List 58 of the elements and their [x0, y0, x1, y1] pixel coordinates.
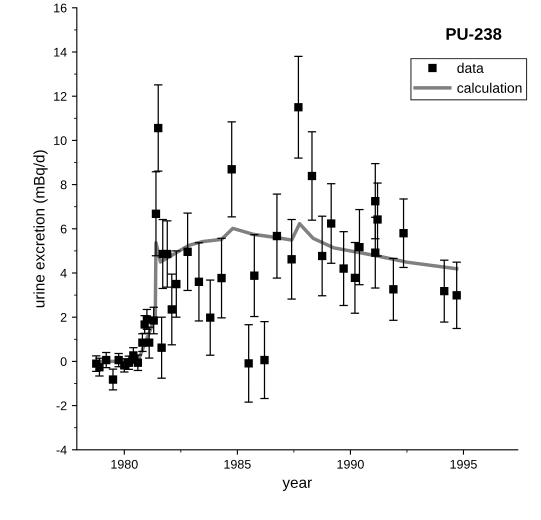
y-tick-label: -2 — [56, 401, 66, 410]
point — [294, 103, 303, 112]
point — [350, 274, 360, 282]
y-tick-label: -4 — [56, 446, 67, 454]
point — [327, 219, 336, 228]
legend-label: calculation — [457, 82, 522, 93]
point — [250, 271, 258, 280]
point — [142, 315, 152, 324]
legend-label: data — [457, 62, 484, 73]
y-tick-label: 0 — [60, 357, 67, 366]
x-tick-label: 1985 — [224, 460, 251, 469]
x-axis-title: year — [282, 480, 312, 491]
point — [373, 215, 382, 224]
point — [318, 252, 326, 260]
point — [172, 280, 180, 288]
point — [206, 313, 214, 322]
text: PU-238 — [446, 28, 502, 40]
y-tick-label: 8 — [60, 180, 67, 190]
y-tick-label: 10 — [54, 136, 67, 146]
point — [217, 274, 226, 282]
point — [154, 124, 162, 132]
point — [102, 356, 110, 364]
x-tick-label: 1995 — [450, 460, 477, 469]
x-tick-label: 1980 — [111, 460, 138, 469]
x-tick-label: 1990 — [337, 460, 364, 469]
point — [339, 264, 348, 273]
point — [157, 344, 166, 352]
point — [260, 356, 269, 364]
point — [150, 316, 158, 325]
point — [399, 229, 408, 238]
point — [355, 242, 364, 252]
point — [440, 286, 448, 296]
point — [145, 338, 154, 347]
point — [108, 375, 118, 384]
point — [308, 172, 316, 180]
point — [152, 210, 160, 218]
point — [371, 197, 380, 206]
y-tick-label: 12 — [54, 92, 66, 101]
point — [452, 291, 461, 300]
y-tick-label: 4 — [60, 268, 67, 278]
point — [95, 362, 104, 372]
point — [244, 359, 253, 368]
point — [134, 358, 142, 367]
point — [228, 165, 236, 174]
point — [183, 248, 192, 256]
y-tick-label: 6 — [60, 224, 67, 234]
y-axis-title: urine excretion (mBq/d) — [33, 150, 48, 308]
point — [124, 358, 133, 367]
point — [287, 255, 296, 264]
point — [272, 232, 282, 240]
y-tick-label: 16 — [54, 4, 67, 12]
point — [163, 250, 172, 258]
point — [389, 285, 398, 294]
point — [168, 305, 176, 314]
y-tick-label: 2 — [60, 313, 66, 322]
y-tick-label: 14 — [54, 48, 67, 57]
point — [194, 278, 204, 286]
point — [371, 248, 380, 257]
